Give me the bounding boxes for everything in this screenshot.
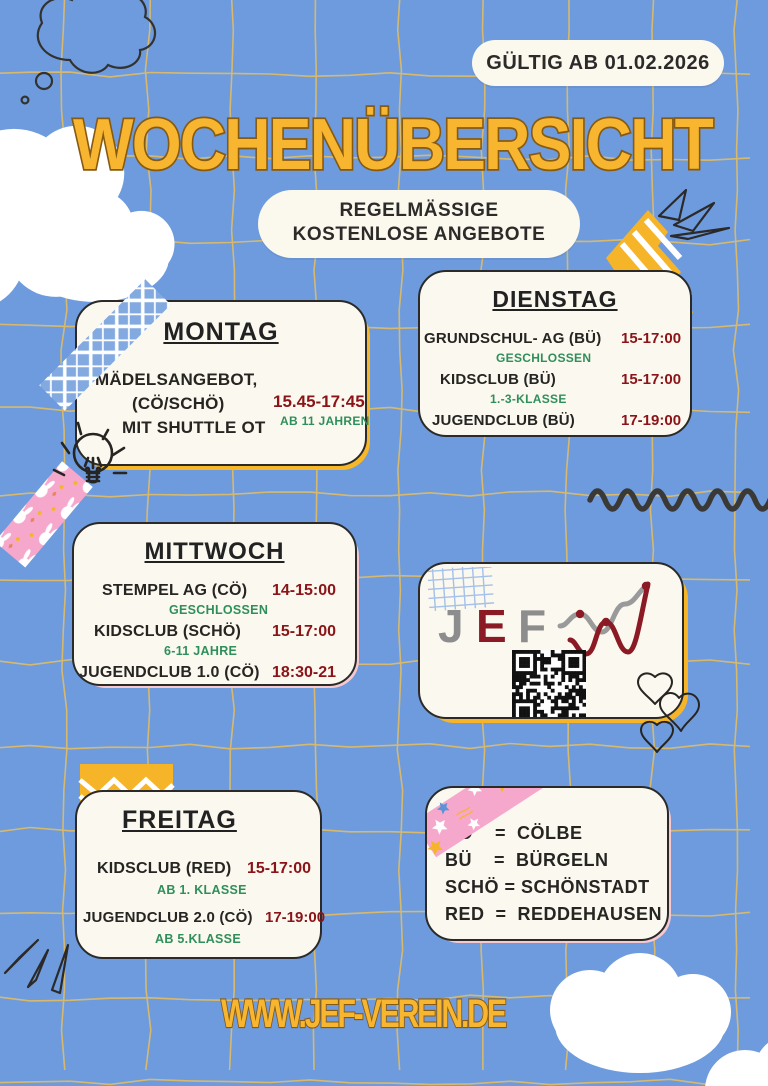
svg-text:F: F [518,600,546,652]
